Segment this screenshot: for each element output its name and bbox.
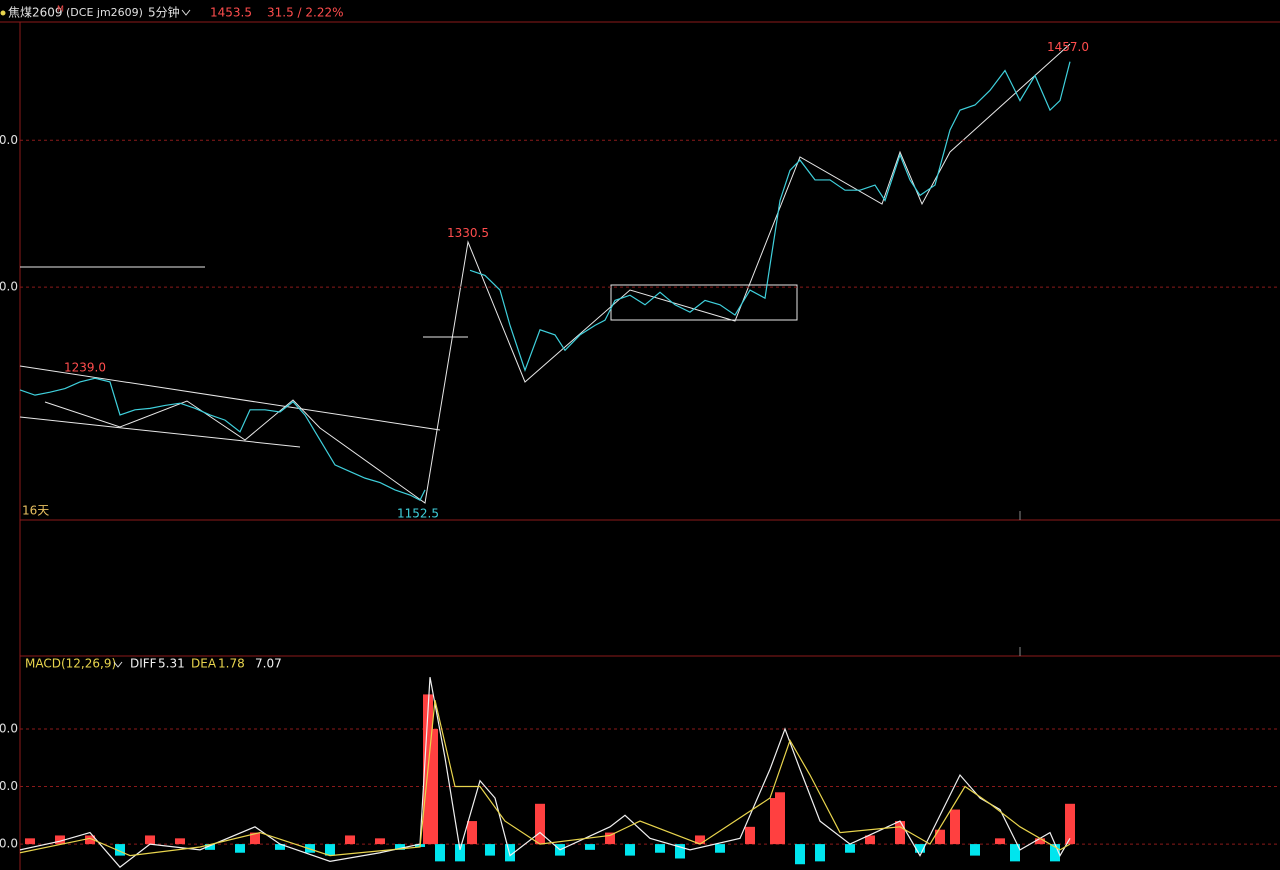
span-label: 16天 <box>22 504 49 518</box>
zigzag-line <box>44 43 1071 504</box>
macd-bar <box>485 844 495 856</box>
macd-bar <box>275 844 285 850</box>
symbol-code: (DCE jm2609) <box>66 6 143 19</box>
macd-bar <box>428 728 438 845</box>
macd-bar <box>950 809 960 845</box>
period-selector[interactable]: 5分钟 <box>148 5 180 20</box>
drawings <box>19 43 1071 504</box>
macd-bar <box>395 844 405 850</box>
diff-value: 5.31 <box>158 657 185 671</box>
macd-bar <box>970 844 980 856</box>
macd-bar <box>715 844 725 853</box>
y-tick-label: 1300.0 <box>0 280 18 294</box>
trend-line <box>19 416 301 448</box>
macd-bar <box>695 835 705 845</box>
macd-bar <box>935 829 945 845</box>
macd-bar <box>235 844 245 853</box>
diff-name: DIFF <box>130 657 157 671</box>
macd-bar <box>345 835 355 845</box>
price-line <box>19 61 1071 501</box>
period-chevron[interactable] <box>181 9 191 16</box>
dea-value: 1.78 <box>218 657 245 671</box>
macd-bar <box>85 835 95 845</box>
macd-chevron[interactable] <box>113 661 123 668</box>
range-box <box>610 284 798 321</box>
y-tick-label: 1400.0 <box>0 133 18 147</box>
macd-bar <box>250 832 260 845</box>
macd-value: 7.07 <box>255 657 282 671</box>
macd-bar <box>1035 838 1045 845</box>
macd-bar <box>845 844 855 853</box>
macd-bar <box>455 844 465 862</box>
macd-bar <box>467 821 477 845</box>
macd-bar <box>625 844 635 856</box>
macd-bar <box>115 844 125 856</box>
macd-bar <box>605 832 615 845</box>
price-annotation: 1152.5 <box>397 506 439 520</box>
macd-bar <box>435 844 445 862</box>
y-tick-label: 20.0 <box>0 721 18 735</box>
last-price: 1453.5 <box>210 6 252 20</box>
y-tick-label: 0.0 <box>0 837 18 851</box>
macd-bar <box>585 844 595 850</box>
macd-bar <box>865 835 875 845</box>
symbol-mark: M <box>57 5 64 14</box>
macd-bar <box>325 844 335 856</box>
symbol-name: 焦煤2609 <box>8 6 63 20</box>
macd-bar <box>145 835 155 845</box>
macd-bar <box>775 792 785 845</box>
macd-bar <box>895 821 905 845</box>
status-dot <box>0 10 6 16</box>
macd-bar <box>655 844 665 853</box>
dea-name: DEA <box>191 657 217 671</box>
macd-bar <box>915 844 925 853</box>
macd-bar <box>55 835 65 845</box>
price-change: 31.5 / 2.22% <box>267 6 344 20</box>
macd-bar <box>745 826 755 845</box>
y-tick-label: 10.0 <box>0 779 18 793</box>
macd-bar <box>995 838 1005 845</box>
macd-bar <box>375 838 385 845</box>
macd-bar <box>505 844 515 862</box>
macd-line <box>19 700 1071 857</box>
macd-bar <box>535 803 545 845</box>
macd-bar <box>1010 844 1020 862</box>
macd-bar <box>1050 844 1060 862</box>
macd-bar <box>205 844 215 850</box>
price-annotation: 1457.0 <box>1047 40 1089 54</box>
trend-line <box>19 365 441 431</box>
macd-bar <box>175 838 185 845</box>
macd-title: MACD(12,26,9) <box>25 657 116 671</box>
price-annotation: 1330.5 <box>447 226 489 240</box>
macd-bar <box>1065 803 1075 845</box>
macd-bar <box>675 844 685 859</box>
macd-bar <box>815 844 825 862</box>
price-annotation: 1239.0 <box>64 360 106 374</box>
macd-bar <box>795 844 805 865</box>
macd-bar <box>25 838 35 845</box>
